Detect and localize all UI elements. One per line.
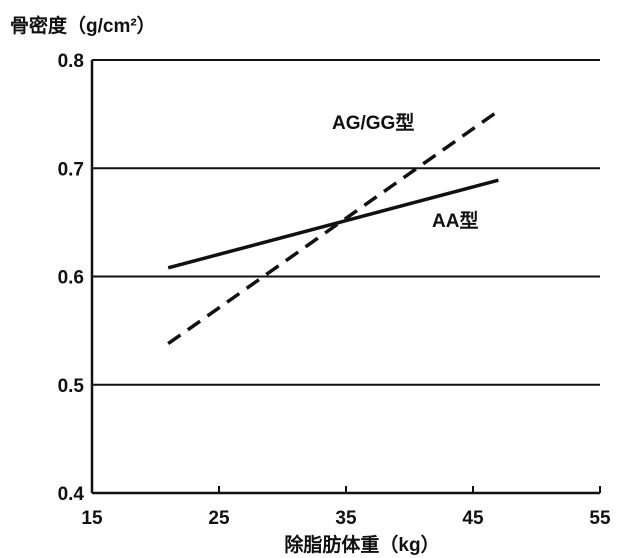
y-tick-label-1: 0.5	[58, 376, 85, 397]
x-axis-label: 除脂肪体重（kg）	[284, 533, 439, 556]
series-line-1	[167, 109, 500, 346]
axes	[90, 60, 601, 495]
y-tick-labels: 0.4 0.5 0.6 0.7 0.8	[58, 51, 85, 505]
y-tick-label-4: 0.8	[58, 51, 84, 72]
x-tick-label-1: 25	[208, 508, 230, 529]
x-tick-labels: 15 25 35 45 55	[81, 508, 611, 529]
x-tick-label-2: 35	[335, 508, 357, 529]
x-tick-label-3: 45	[462, 508, 484, 529]
series-line-0	[167, 178, 499, 270]
series-label-ag-gg: AG/GG型	[332, 111, 414, 134]
y-tick-label-2: 0.6	[58, 268, 84, 289]
series-lines	[167, 109, 500, 346]
y-tick-label-3: 0.7	[58, 159, 84, 180]
y-tick-label-0: 0.4	[58, 484, 85, 505]
series-label-aa: AA型	[432, 209, 478, 232]
y-axis-label: 骨密度（g/cm²）	[10, 14, 156, 37]
x-tick-label-0: 15	[81, 508, 103, 529]
x-tick-label-4: 55	[589, 508, 611, 529]
